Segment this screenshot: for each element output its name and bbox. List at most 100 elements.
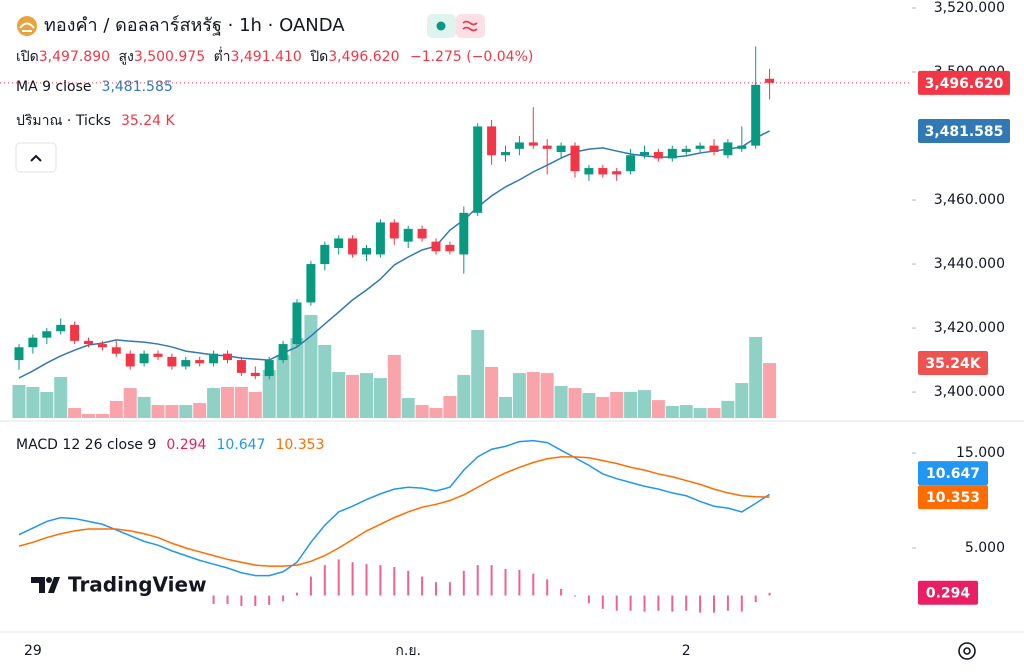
axis-value-label: 0.294 bbox=[926, 586, 971, 602]
candle-body bbox=[97, 344, 107, 348]
histogram-bar bbox=[629, 595, 632, 611]
volume-layer bbox=[12, 315, 777, 418]
histogram-bar bbox=[671, 595, 674, 612]
candle-body bbox=[765, 78, 775, 83]
candle-body bbox=[723, 142, 733, 156]
x-tick-label: ก.ย. bbox=[395, 643, 421, 659]
candle-body bbox=[445, 244, 455, 252]
histogram-bar bbox=[560, 588, 563, 596]
candle-body bbox=[626, 155, 636, 172]
candle-body bbox=[153, 353, 163, 357]
legend-value: 3,496.620 bbox=[328, 49, 399, 65]
volume-bar bbox=[638, 390, 651, 418]
candle-body bbox=[223, 353, 232, 361]
candle-body bbox=[111, 347, 121, 354]
histogram-bar bbox=[226, 595, 229, 605]
volume-bar bbox=[679, 405, 693, 418]
y-tick-label: 3,520.000 bbox=[934, 0, 1005, 16]
candle-body bbox=[389, 222, 399, 239]
x-tick-label: 29 bbox=[24, 643, 42, 659]
axis-value-label: 35.24K bbox=[925, 356, 981, 372]
y-tick-label: 3,400.000 bbox=[934, 384, 1005, 400]
axis-layer: 3,520.0003,500.0003,460.0003,440.0003,42… bbox=[24, 0, 1010, 659]
histogram-bar bbox=[504, 568, 507, 596]
histogram-bar bbox=[532, 573, 535, 596]
histogram-bar bbox=[351, 562, 354, 596]
candle-body bbox=[681, 148, 691, 153]
axis-value-label: 3,496.620 bbox=[925, 76, 1004, 92]
axis-value-box bbox=[918, 461, 988, 486]
collapse-button[interactable] bbox=[15, 142, 57, 173]
axis-value-box bbox=[918, 351, 988, 376]
axis-value-box bbox=[918, 580, 978, 605]
histogram-bar bbox=[740, 595, 743, 612]
market-status-dot bbox=[436, 21, 446, 31]
volume-bar bbox=[651, 400, 665, 418]
candle-body bbox=[236, 360, 246, 373]
histogram-bar bbox=[296, 592, 298, 596]
legend-label: MA 9 close bbox=[16, 79, 92, 95]
volume-bar bbox=[471, 330, 485, 418]
histogram-bar bbox=[282, 595, 285, 602]
price-layer bbox=[0, 46, 912, 380]
candle-body bbox=[70, 324, 80, 341]
candle-body bbox=[431, 241, 441, 252]
y-tick-label: 5.000 bbox=[965, 540, 1005, 556]
y-tick-label: 15.000 bbox=[956, 445, 1005, 461]
histogram-bar bbox=[490, 565, 493, 596]
histogram-bar bbox=[601, 595, 604, 609]
volume-bar bbox=[457, 374, 471, 418]
volume-bar bbox=[360, 373, 373, 418]
watermark-logo-dot bbox=[46, 577, 52, 583]
legend-change: −1.275 (−0.04%) bbox=[410, 49, 533, 65]
candle-body bbox=[56, 324, 66, 332]
watermark-box bbox=[18, 562, 210, 608]
histogram-bar bbox=[574, 595, 576, 597]
settings-button[interactable] bbox=[958, 642, 976, 660]
candle-body bbox=[292, 302, 302, 345]
legend-value: 3,481.585 bbox=[102, 79, 173, 95]
axis-value-label: 10.353 bbox=[926, 490, 980, 506]
candle-body bbox=[584, 168, 594, 175]
histogram-bar bbox=[685, 595, 688, 611]
candle-body bbox=[320, 244, 330, 265]
volume-bar bbox=[554, 386, 568, 418]
ma-legend: MA 9 close 3,481.585 bbox=[16, 79, 173, 95]
volume-bar bbox=[763, 363, 777, 418]
histogram-bar bbox=[713, 595, 715, 613]
histogram-bar bbox=[212, 595, 215, 605]
candle-body bbox=[459, 212, 469, 255]
histogram-bar bbox=[615, 595, 618, 611]
axis-value-box bbox=[918, 70, 1010, 95]
volume-bar bbox=[26, 386, 40, 418]
candle-body bbox=[556, 145, 566, 153]
candle-body bbox=[417, 228, 427, 239]
axis-value-box bbox=[918, 485, 988, 510]
volume-bar bbox=[749, 337, 763, 418]
legend-label: เปิด bbox=[16, 49, 39, 65]
candle-body bbox=[167, 356, 177, 367]
chart-title: ทองคำ / ดอลลาร์สหรัฐ · 1h · OANDA bbox=[44, 15, 345, 36]
histogram-bar bbox=[546, 579, 549, 596]
candle-body bbox=[403, 228, 413, 242]
delay-icon bbox=[462, 20, 478, 32]
volume-bar bbox=[582, 393, 596, 418]
candle-body bbox=[375, 222, 385, 255]
legend-value: 3,491.410 bbox=[231, 49, 302, 65]
volume-bar bbox=[499, 396, 512, 418]
volume-bar bbox=[109, 400, 123, 418]
volume-bar bbox=[12, 384, 26, 418]
volume-bar bbox=[332, 371, 346, 418]
axis-value-label: 10.647 bbox=[926, 466, 980, 482]
macd-legend: MACD 12 26 close 9 0.294 10.647 10.353 bbox=[16, 437, 324, 453]
collapse-icon bbox=[30, 154, 42, 162]
macd-line bbox=[18, 439, 771, 577]
histogram-bar bbox=[435, 582, 437, 596]
legend-value: 3,500.975 bbox=[134, 49, 205, 65]
candle-body bbox=[598, 168, 608, 175]
histogram-bar bbox=[643, 595, 646, 612]
volume-bar bbox=[485, 366, 499, 418]
candle-body bbox=[473, 126, 483, 213]
volume-bar bbox=[624, 391, 638, 418]
volume-bar bbox=[346, 374, 360, 418]
